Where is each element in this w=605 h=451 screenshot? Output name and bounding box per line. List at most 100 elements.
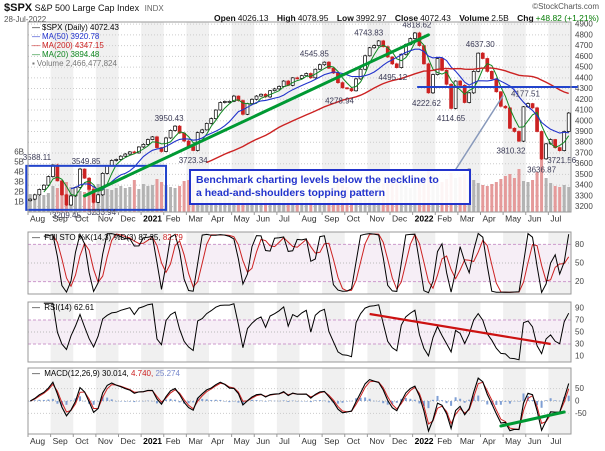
macd-histogram-bar — [463, 401, 466, 403]
price-axis-label: 3700 — [575, 148, 593, 157]
volume-bar — [531, 180, 535, 212]
callout-line2: a head-and-shoulders topping pattern — [196, 187, 386, 199]
month-label: Jul — [279, 214, 290, 224]
volume-bar — [78, 191, 82, 212]
macd-line-swatch: — — [32, 369, 40, 378]
volume-bar — [549, 183, 553, 212]
stoch-axis-label: 80 — [575, 240, 584, 249]
volume-bar — [499, 179, 503, 212]
price-axis-label: 4600 — [575, 52, 593, 61]
rsi-axis-label: 50 — [575, 328, 584, 337]
macd-histogram-bar — [554, 400, 557, 401]
volume-bar — [490, 184, 494, 212]
volume-bar — [101, 187, 105, 212]
macd-histogram-bar — [427, 401, 430, 409]
month-label: Dec — [392, 214, 408, 224]
macd-histogram-bar — [318, 400, 321, 401]
volume-bar — [476, 183, 480, 212]
volume-bar — [526, 182, 530, 212]
main-legend: — $SPX (Daily) 4072.43 — MA(50) 3920.78 — M… — [32, 23, 119, 68]
legend-ma200: — MA(200) 4347.15 — [32, 41, 119, 50]
macd-histogram-bar — [124, 401, 127, 402]
macd-histogram-bar — [536, 401, 539, 406]
legend-price: — $SPX (Daily) 4072.43 — [32, 23, 119, 32]
volume-bar — [540, 153, 544, 212]
macd-histogram-bar — [146, 400, 149, 402]
month-label: Feb — [166, 214, 181, 224]
price-annotation: 3810.32 — [497, 147, 526, 156]
annotation-callout: Benchmark charting levels below the neck… — [189, 169, 471, 205]
macd-histogram-bar — [142, 400, 145, 402]
ma50-line-swatch: — — [32, 32, 40, 41]
price-axis-label: 4200 — [575, 95, 593, 104]
volume-bar — [28, 194, 32, 212]
exchange: INDX — [144, 4, 164, 13]
month-label: Apr — [483, 436, 496, 446]
macd-histogram-bar — [133, 401, 136, 403]
macd-histogram-bar — [504, 401, 507, 402]
legend-volume: ▪ Volume 2,466,477,824 — [32, 59, 119, 68]
volume-bar — [512, 178, 516, 212]
macd-histogram-bar — [382, 401, 385, 404]
macd-histogram-bar — [300, 401, 303, 402]
macd-legend: — MACD(12,26,9) 30.014, 4.740, 25.274 — [32, 369, 180, 378]
macd-histogram-bar — [65, 401, 68, 405]
price-annotation: 4495.12 — [378, 73, 407, 82]
macd-signal-value: 25.274 — [155, 369, 180, 378]
month-label: Dec — [121, 214, 137, 224]
macd-histogram-bar — [549, 398, 552, 401]
macd-histogram-bar — [422, 401, 425, 406]
price-axis-label: 3600 — [575, 159, 593, 168]
month-label: Jun — [528, 214, 542, 224]
macd-histogram-bar — [119, 401, 122, 402]
macd-histogram-bar — [169, 398, 172, 401]
volume-bar — [553, 186, 557, 212]
volume-bar — [123, 188, 127, 212]
macd-histogram-bar — [431, 399, 434, 401]
callout-line1: Benchmark charting levels below the neck… — [196, 174, 439, 186]
macd-histogram-bar — [364, 397, 367, 401]
low-label: Low — [336, 13, 354, 23]
macd-axis-label: 50 — [575, 384, 584, 393]
volume-value: 2.5B — [491, 13, 509, 23]
volume-bar — [535, 172, 539, 212]
macd-histogram-bar — [377, 401, 380, 402]
macd-histogram-bar — [250, 399, 253, 401]
volume-bar — [114, 188, 118, 212]
consolidation-rectangle — [25, 164, 168, 211]
ma50-line — [70, 48, 569, 191]
macd-histogram-bar — [323, 400, 326, 402]
month-label: Sep — [53, 436, 68, 446]
price-annotation: 4818.62 — [402, 20, 431, 29]
volume-bar — [105, 189, 109, 212]
macd-histogram-bar — [165, 399, 168, 401]
macd-histogram-bar — [101, 396, 104, 401]
macd-histogram-bar — [33, 400, 36, 401]
macd-histogram-bar — [508, 401, 511, 404]
rsi-axis-label: 90 — [575, 304, 584, 313]
macd-histogram-bar — [260, 400, 263, 402]
month-label: Jun — [256, 436, 270, 446]
macd-histogram-bar — [413, 399, 416, 401]
volume-axis-label: 5B — [14, 158, 24, 167]
macd-histogram-bar — [264, 401, 267, 402]
rsi-axis-label: 30 — [575, 340, 584, 349]
macd-axis-label: 0 — [575, 397, 580, 406]
stoch-label: Full STO %K(14,3) %D(3) — [44, 233, 137, 242]
volume-axis-label: 3B — [14, 178, 24, 187]
month-label: May — [234, 214, 251, 224]
price-axis-label: 4800 — [575, 30, 593, 39]
price-annotation: 4637.30 — [466, 40, 495, 49]
macd-histogram-bar — [255, 400, 258, 401]
macd-histogram-bar — [404, 397, 407, 401]
macd-histogram-bar — [269, 400, 272, 402]
macd-histogram-bar — [545, 400, 548, 401]
macd-histogram-bar — [115, 401, 118, 402]
volume-bar — [110, 190, 114, 212]
month-label: Nov — [98, 214, 114, 224]
macd-histogram-bar — [219, 399, 222, 401]
macd-histogram-bar — [201, 398, 204, 401]
month-label: Nov — [369, 436, 385, 446]
macd-histogram-bar — [42, 399, 45, 401]
